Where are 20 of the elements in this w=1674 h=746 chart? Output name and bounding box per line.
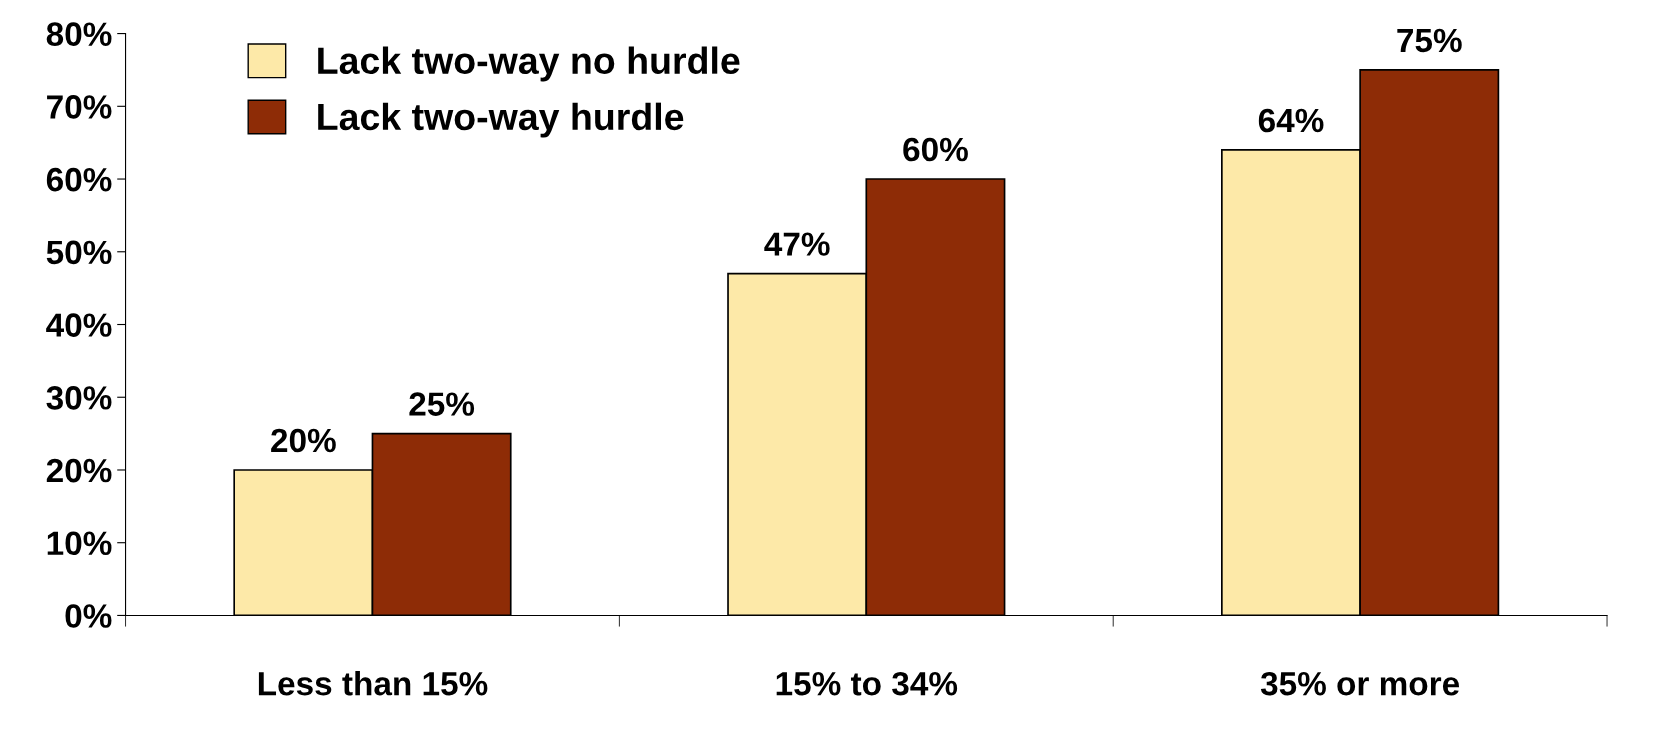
text: 60% bbox=[903, 137, 968, 162]
y-tick-label: 80% bbox=[46, 22, 112, 46]
x-tick-label: 35% or more bbox=[1260, 671, 1460, 696]
text: 25% bbox=[409, 392, 475, 416]
text: 75% bbox=[1397, 28, 1462, 53]
text: 20% bbox=[271, 428, 336, 453]
y-tick-label: 20% bbox=[46, 458, 112, 483]
text: 64% bbox=[1258, 108, 1324, 133]
y-tick-label: 10% bbox=[47, 531, 112, 556]
x-tick-label: 15% to 34% bbox=[776, 671, 958, 696]
y-tick-label: 40% bbox=[46, 313, 112, 337]
y-tick-label: 60% bbox=[46, 167, 112, 192]
legend-label: Lack two-way no hurdle bbox=[318, 46, 740, 82]
text: 47% bbox=[764, 232, 830, 256]
y-tick-label: 30% bbox=[46, 386, 112, 410]
y-tick-label: 50% bbox=[46, 240, 112, 265]
legend-label: Lack two-way hurdle bbox=[318, 102, 684, 138]
y-tick-label: 0% bbox=[65, 604, 112, 628]
y-tick-label: 70% bbox=[47, 95, 112, 119]
x-tick-label: Less than 15% bbox=[258, 671, 488, 696]
